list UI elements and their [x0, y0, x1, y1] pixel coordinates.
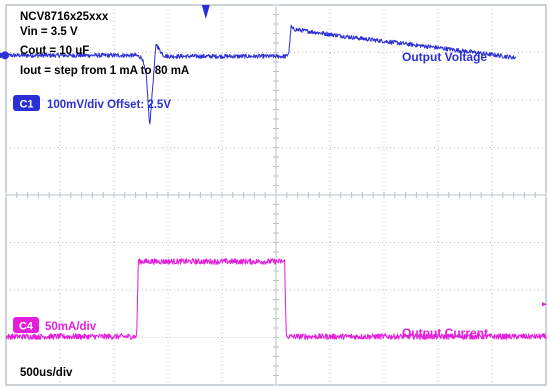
traces [5, 24, 547, 340]
condition-line-3: Cout = 10 uF [20, 45, 89, 57]
timebase-label: 500us/div [20, 367, 73, 379]
condition-line-4: Iout = step from 1 mA to 80 mA [20, 65, 189, 77]
output-voltage-legend: Output Voltage [402, 50, 487, 64]
trigger-marker [201, 5, 210, 19]
channel-1-badge-text: C1 [19, 99, 33, 111]
channel-4-right-marker [542, 302, 547, 307]
channel-4-label: C4 50mA/div [13, 317, 97, 333]
channel-1-scale: 100mV/div Offset: 2.5V [47, 99, 171, 111]
markers [0, 5, 547, 307]
graticule [5, 4, 547, 386]
channel-4-badge [13, 317, 39, 333]
output-current-trace [5, 258, 547, 340]
condition-line-2: Vin = 3.5 V [20, 26, 78, 38]
test-conditions: NCV8716x25xxx Vin = 3.5 V Cout = 10 uF I… [20, 11, 189, 77]
output-voltage-trace [5, 24, 517, 125]
channel-1-badge [13, 95, 40, 111]
channel-4-badge-text: C4 [19, 321, 34, 333]
channel-1-label: C1 100mV/div Offset: 2.5V [13, 95, 171, 111]
channel-1-marker-arrow [0, 52, 5, 59]
output-current-legend: Output Current [402, 326, 488, 340]
channel-4-scale: 50mA/div [45, 321, 97, 333]
condition-line-1: NCV8716x25xxx [20, 11, 109, 23]
